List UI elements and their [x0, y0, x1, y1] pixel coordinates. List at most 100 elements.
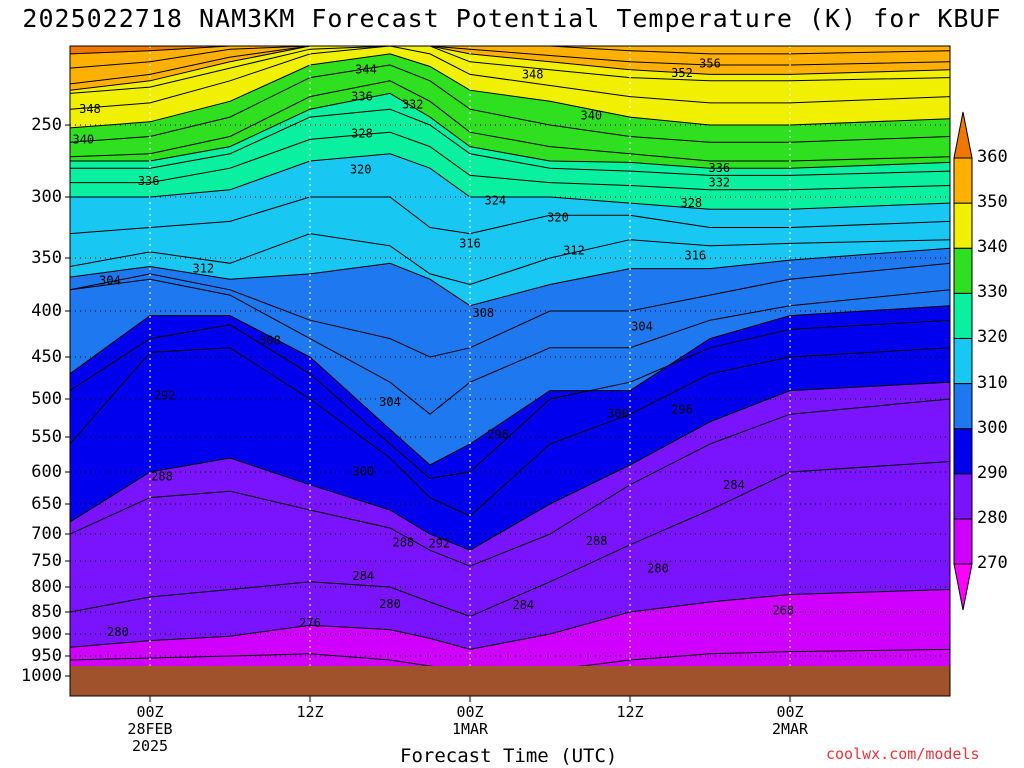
y-tick-label: 700 [31, 524, 62, 544]
isentrope-360 [70, 46, 950, 55]
contour-label: 280 [107, 625, 129, 639]
isentrope-280 [70, 589, 950, 650]
x-tick-label: 00Z 2MAR [771, 703, 809, 738]
contour-label: 340 [72, 132, 94, 146]
isentrope-344 [70, 46, 950, 110]
contour-label: 332 [402, 97, 424, 111]
y-tick-label: 800 [31, 577, 62, 597]
contour-label: 292 [154, 389, 176, 403]
colorbar-min-arrow [953, 563, 973, 611]
x-tick-label: 12Z [296, 703, 324, 721]
colorbar-segment [953, 157, 973, 204]
contour-label: 356 [699, 56, 721, 70]
plot-frame [69, 45, 951, 697]
contour-label: 284 [352, 569, 374, 583]
contour-label: 332 [708, 176, 730, 190]
contour-label: 296 [487, 428, 509, 442]
colorbar-tick-label: 360 [977, 147, 1008, 167]
colorbar-tick-label: 280 [977, 507, 1008, 528]
x-axis-label: Forecast Time (UTC) [400, 745, 618, 767]
colorbar-tick-label: 340 [977, 237, 1008, 258]
y-tick-label: 400 [31, 301, 62, 321]
colorbar-tick-label: 350 [977, 192, 1008, 213]
colorbar-tick-label: 320 [977, 327, 1008, 348]
y-tick-label: 550 [31, 427, 62, 447]
contour-label: 344 [355, 63, 377, 77]
contour-label: 288 [392, 536, 414, 550]
isentrope-348 [70, 46, 950, 94]
contour-label: 348 [79, 102, 101, 116]
credit-link[interactable]: coolwx.com/models [826, 745, 980, 763]
isentrope-300 [70, 305, 950, 466]
contour-label: 340 [580, 109, 602, 123]
y-tick-label: 900 [31, 624, 62, 644]
y-tick-label: 300 [31, 187, 62, 207]
colorbar-max-arrow [953, 111, 973, 159]
isentrope-332 [70, 80, 950, 162]
contour-label: 328 [680, 196, 702, 210]
colorbar-tick-label: 290 [977, 462, 1008, 483]
colorbar-segment [953, 202, 973, 249]
colorbar-tick-label: 270 [977, 553, 1008, 573]
isentrope-316 [70, 196, 950, 235]
fill-band-360 [70, 46, 950, 54]
y-tick-label: 500 [31, 389, 62, 409]
contour-label: 288 [151, 469, 173, 483]
y-tick-label: 950 [31, 646, 62, 666]
isentrope-284 [70, 461, 950, 617]
contour-label: 328 [351, 127, 373, 141]
isentrope-308 [70, 262, 950, 358]
y-tick-label: 750 [31, 551, 62, 571]
fill-band-356 [70, 46, 950, 69]
x-tick-label: 12Z [616, 703, 644, 721]
x-tick-label: 00Z 28FEB 2025 [127, 703, 173, 755]
contour-label: 280 [379, 597, 401, 611]
contour-label: 348 [522, 67, 544, 81]
contour-label: 276 [299, 616, 321, 630]
contour-label: 320 [350, 163, 372, 177]
colorbar-tick-label: 300 [977, 417, 1008, 438]
isentrope-336 [70, 64, 950, 143]
isentrope-356 [70, 46, 950, 69]
isentrope-320 [70, 153, 950, 210]
isentrope-350 [70, 46, 950, 91]
contour-label: 320 [547, 211, 569, 225]
contour-label: 336 [138, 174, 160, 188]
y-tick-label: 450 [31, 347, 62, 367]
color-fill-layer [70, 46, 950, 696]
colorbar-segment [953, 292, 973, 339]
y-tick-label: 850 [31, 602, 62, 622]
x-tick-label: 00Z 1MAR [451, 703, 489, 738]
y-tick-label: 250 [31, 115, 62, 135]
isentrope-312 [70, 233, 950, 286]
contour-label: 280 [647, 561, 669, 575]
contour-label: 308 [259, 333, 281, 347]
contour-label: 352 [671, 66, 693, 80]
contour-label: 268 [772, 604, 794, 618]
contour-label: 308 [472, 306, 494, 320]
colorbar-tick-label: 310 [977, 372, 1008, 393]
contour-label: 312 [563, 244, 585, 258]
y-tick-label: 350 [31, 248, 62, 268]
contour-label: 292 [428, 537, 450, 551]
y-tick-label: 650 [31, 494, 62, 514]
colorbar-segment [953, 518, 973, 565]
isentrope-340 [70, 53, 950, 129]
contour-label: 336 [351, 90, 373, 104]
colorbar-tick-label: 330 [977, 282, 1008, 303]
isentrope-324 [70, 131, 950, 191]
isentrope-352 [70, 46, 950, 85]
fill-band-352 [70, 46, 950, 84]
contour-label: 336 [708, 161, 730, 175]
isentrope-290 [70, 381, 950, 551]
chart-title: 2025022718 NAM3KM Forecast Potential Tem… [22, 4, 1002, 33]
colorbar [953, 111, 973, 611]
contour-label: 284 [723, 478, 745, 492]
y-tick-label: 600 [31, 462, 62, 482]
isentrope-310 [70, 247, 950, 307]
colorbar-segment [953, 473, 973, 520]
colorbar-segment [953, 247, 973, 294]
contour-label: 300 [352, 464, 374, 478]
